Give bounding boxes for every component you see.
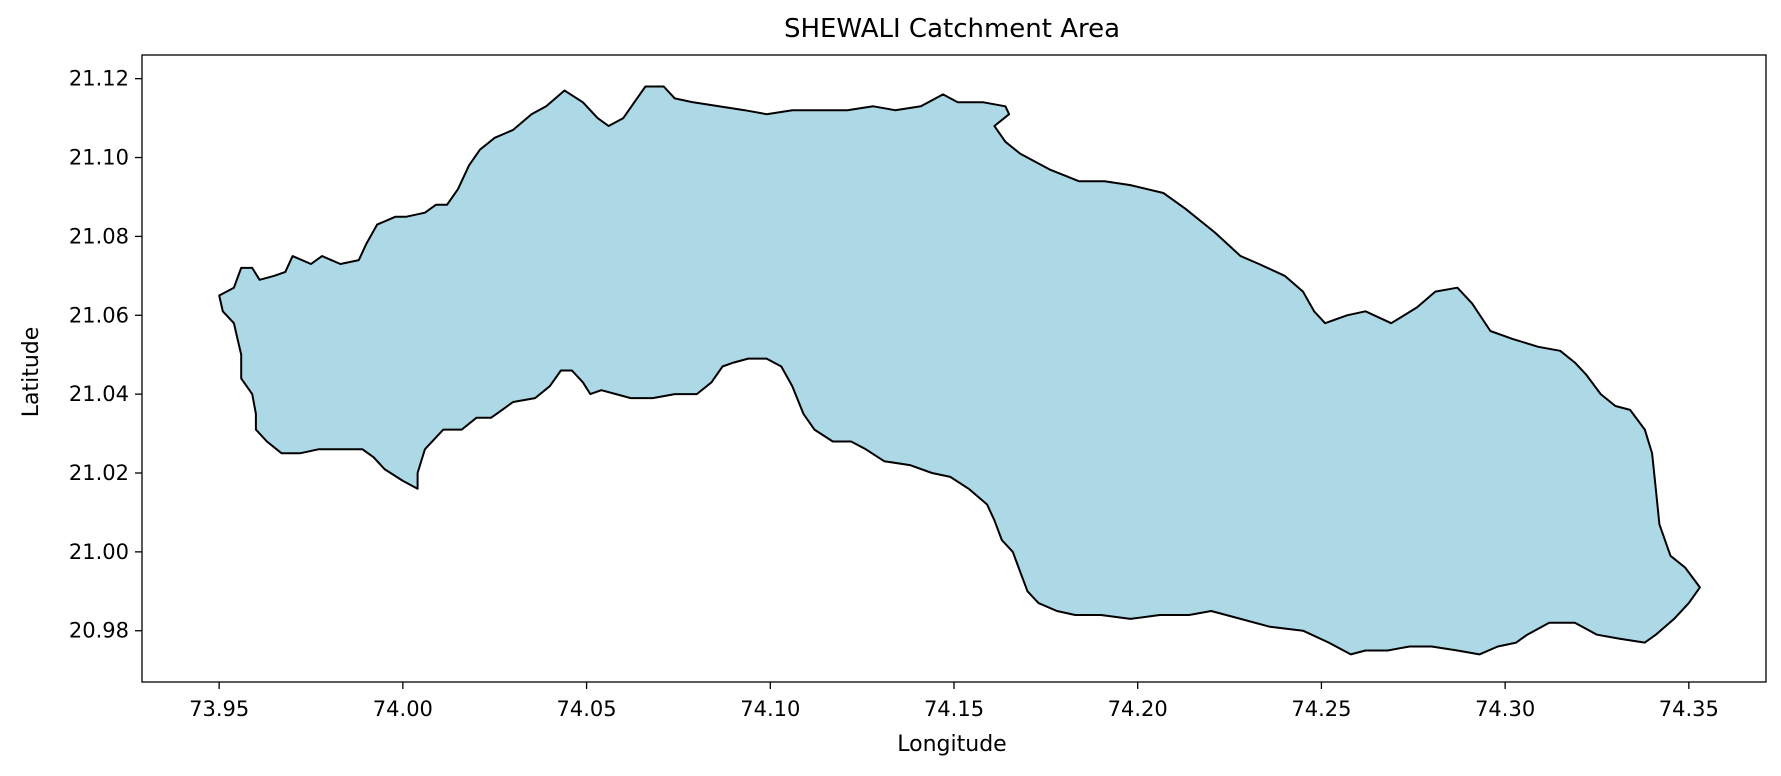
- x-tick-label: 74.10: [740, 697, 800, 721]
- x-tick-label: 74.05: [557, 697, 617, 721]
- x-tick-label: 73.95: [189, 697, 249, 721]
- x-axis: 73.95 74.00 74.05 74.10 74.15 74.20 74.25 74.30…: [189, 682, 1719, 721]
- y-tick-label: 21.00: [69, 540, 129, 564]
- y-tick-label: 21.08: [69, 224, 129, 248]
- x-tick-label: 74.20: [1108, 697, 1168, 721]
- y-tick-label: 21.12: [69, 67, 129, 91]
- x-tick-label: 74.15: [924, 697, 984, 721]
- y-axis: 20.98 21.00 21.02 21.04 21.06 21.08 21.10 21.12: [69, 67, 142, 643]
- x-tick-label: 74.25: [1291, 697, 1351, 721]
- catchment-polygon: [218, 85, 1701, 656]
- x-tick-label: 74.00: [373, 697, 433, 721]
- y-axis-label: Latitude: [19, 327, 44, 418]
- x-axis-label: Longitude: [897, 732, 1006, 757]
- y-tick-label: 21.10: [69, 146, 129, 170]
- y-tick-label: 21.04: [69, 382, 129, 406]
- x-tick-label: 74.30: [1475, 697, 1535, 721]
- x-tick-label: 74.35: [1659, 697, 1719, 721]
- y-tick-label: 20.98: [69, 619, 129, 643]
- y-tick-label: 21.06: [69, 303, 129, 327]
- chart-title: SHEWALI Catchment Area: [784, 14, 1120, 44]
- y-tick-label: 21.02: [69, 461, 129, 485]
